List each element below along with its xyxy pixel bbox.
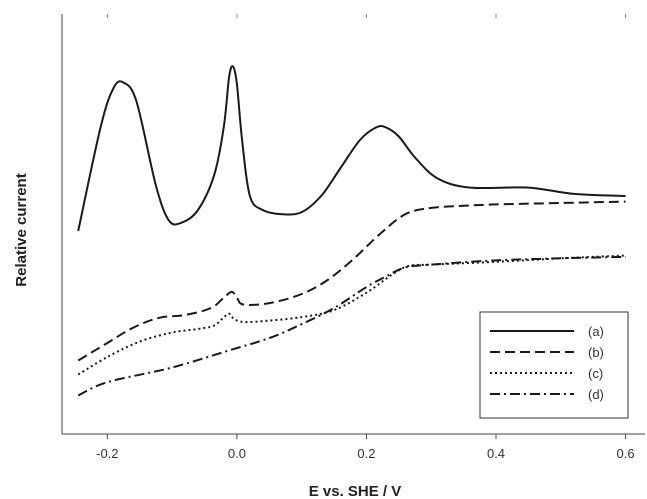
x-tick-label: 0.6	[617, 446, 635, 461]
legend-box	[479, 311, 629, 419]
legend-entries: (a) (b) (c) (d)	[490, 324, 604, 402]
legend-label-d: (d)	[588, 387, 604, 402]
legend-label-c: (c)	[588, 366, 603, 381]
x-tick-label: 0.4	[487, 446, 505, 461]
x-axis-title: E vs. SHE / V	[309, 483, 402, 499]
plot-frame	[61, 14, 645, 435]
series-layer	[77, 65, 626, 397]
series-line-a	[77, 65, 626, 232]
x-tick-label: 0.0	[228, 446, 246, 461]
x-tick-label: -0.2	[96, 446, 118, 461]
legend: (a) (b) (c) (d)	[479, 311, 629, 419]
series-line-b	[77, 200, 626, 362]
x-tick-label: 0.2	[357, 446, 375, 461]
series-line-d	[77, 255, 626, 397]
y-axis-title: Relative current	[13, 173, 30, 286]
legend-label-b: (b)	[588, 345, 604, 360]
x-ticks: -0.2 0.0 0.2 0.4 0.6	[96, 14, 635, 461]
legend-label-a: (a)	[588, 324, 604, 339]
